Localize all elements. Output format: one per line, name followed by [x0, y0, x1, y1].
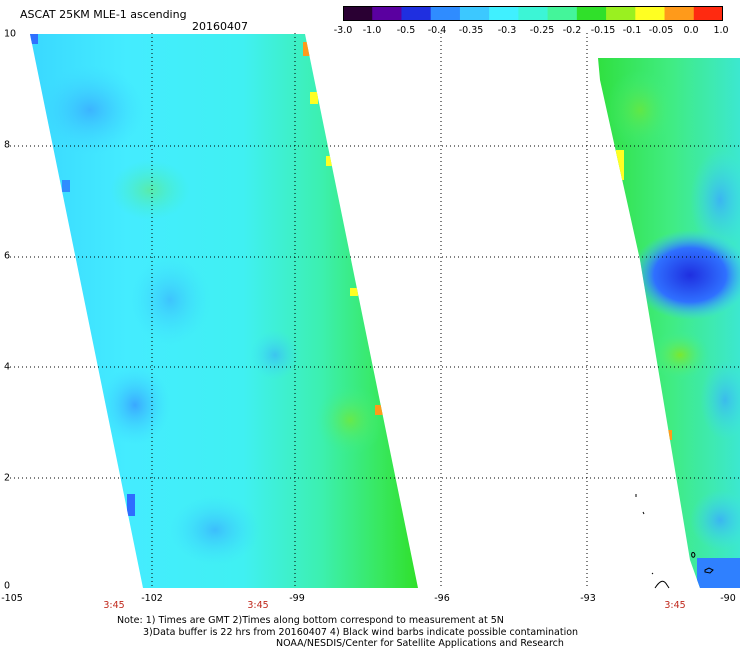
lat-label: 4 [4, 361, 11, 373]
map-date: 20160407 [192, 20, 248, 33]
map-title: ASCAT 25KM MLE-1 ascending [20, 8, 187, 21]
cbar-tick: -3.0 [333, 25, 353, 36]
color-scale-swatch [547, 6, 578, 21]
cbar-tick: -0.05 [648, 25, 674, 36]
pass-time-label: 3:45 [247, 600, 269, 611]
color-scale-labels: -3.0 -1.0 -0.5 -0.4 -0.35 -0.3 -0.25 -0.… [329, 25, 737, 39]
color-scale-swatch [664, 6, 695, 21]
lat-label: 8 [4, 139, 11, 151]
color-scale-swatch [401, 6, 432, 21]
cbar-tick: -0.25 [529, 25, 555, 36]
color-scale-swatch [430, 6, 461, 21]
lon-label: -102 [141, 593, 163, 604]
lat-label: 2 [4, 472, 11, 484]
graticule [10, 33, 740, 588]
cbar-tick: -0.15 [590, 25, 616, 36]
cbar-tick: -1.0 [362, 25, 382, 36]
color-scale-swatch [343, 6, 373, 21]
scatterometer-swath-west [30, 34, 418, 588]
lon-label: -99 [289, 593, 305, 604]
pass-time-label: 3:45 [103, 600, 125, 611]
cbar-tick: 0.0 [683, 25, 699, 36]
color-scale-swatch [606, 6, 636, 21]
lat-label: 0 [4, 580, 11, 592]
lon-label: -90 [720, 593, 736, 604]
color-scale-swatch [489, 6, 519, 21]
lat-label: 10 [4, 28, 17, 40]
scatterometer-swath-east [598, 58, 740, 588]
cbar-tick: -0.35 [458, 25, 484, 36]
lon-label: -105 [1, 593, 23, 604]
color-scale-swatch [693, 6, 723, 21]
color-scale-swatch [576, 6, 607, 21]
cbar-tick: 1.0 [713, 25, 729, 36]
footnote-line-2: 3)Data buffer is 22 hrs from 20160407 4)… [143, 627, 579, 638]
cbar-tick: -0.3 [497, 25, 517, 36]
footnote-line-1: Note: 1) Times are GMT 2)Times along bot… [117, 615, 504, 626]
cbar-tick: -0.4 [427, 25, 447, 36]
color-scale-swatch [635, 6, 666, 21]
coastline-marks [635, 494, 714, 589]
color-scale-bar [343, 6, 723, 21]
lon-label: -96 [434, 593, 450, 604]
lat-label: 6 [4, 250, 11, 262]
pass-time-label: 3:45 [664, 600, 686, 611]
footnote-line-3: NOAA/NESDIS/Center for Satellite Applica… [276, 638, 564, 649]
lon-label: -93 [580, 593, 596, 604]
cbar-tick: -0.5 [396, 25, 416, 36]
cbar-tick: -0.1 [622, 25, 642, 36]
color-scale-swatch [372, 6, 402, 21]
cbar-tick: -0.2 [562, 25, 582, 36]
color-scale-swatch [518, 6, 549, 21]
color-scale-swatch [459, 6, 490, 21]
